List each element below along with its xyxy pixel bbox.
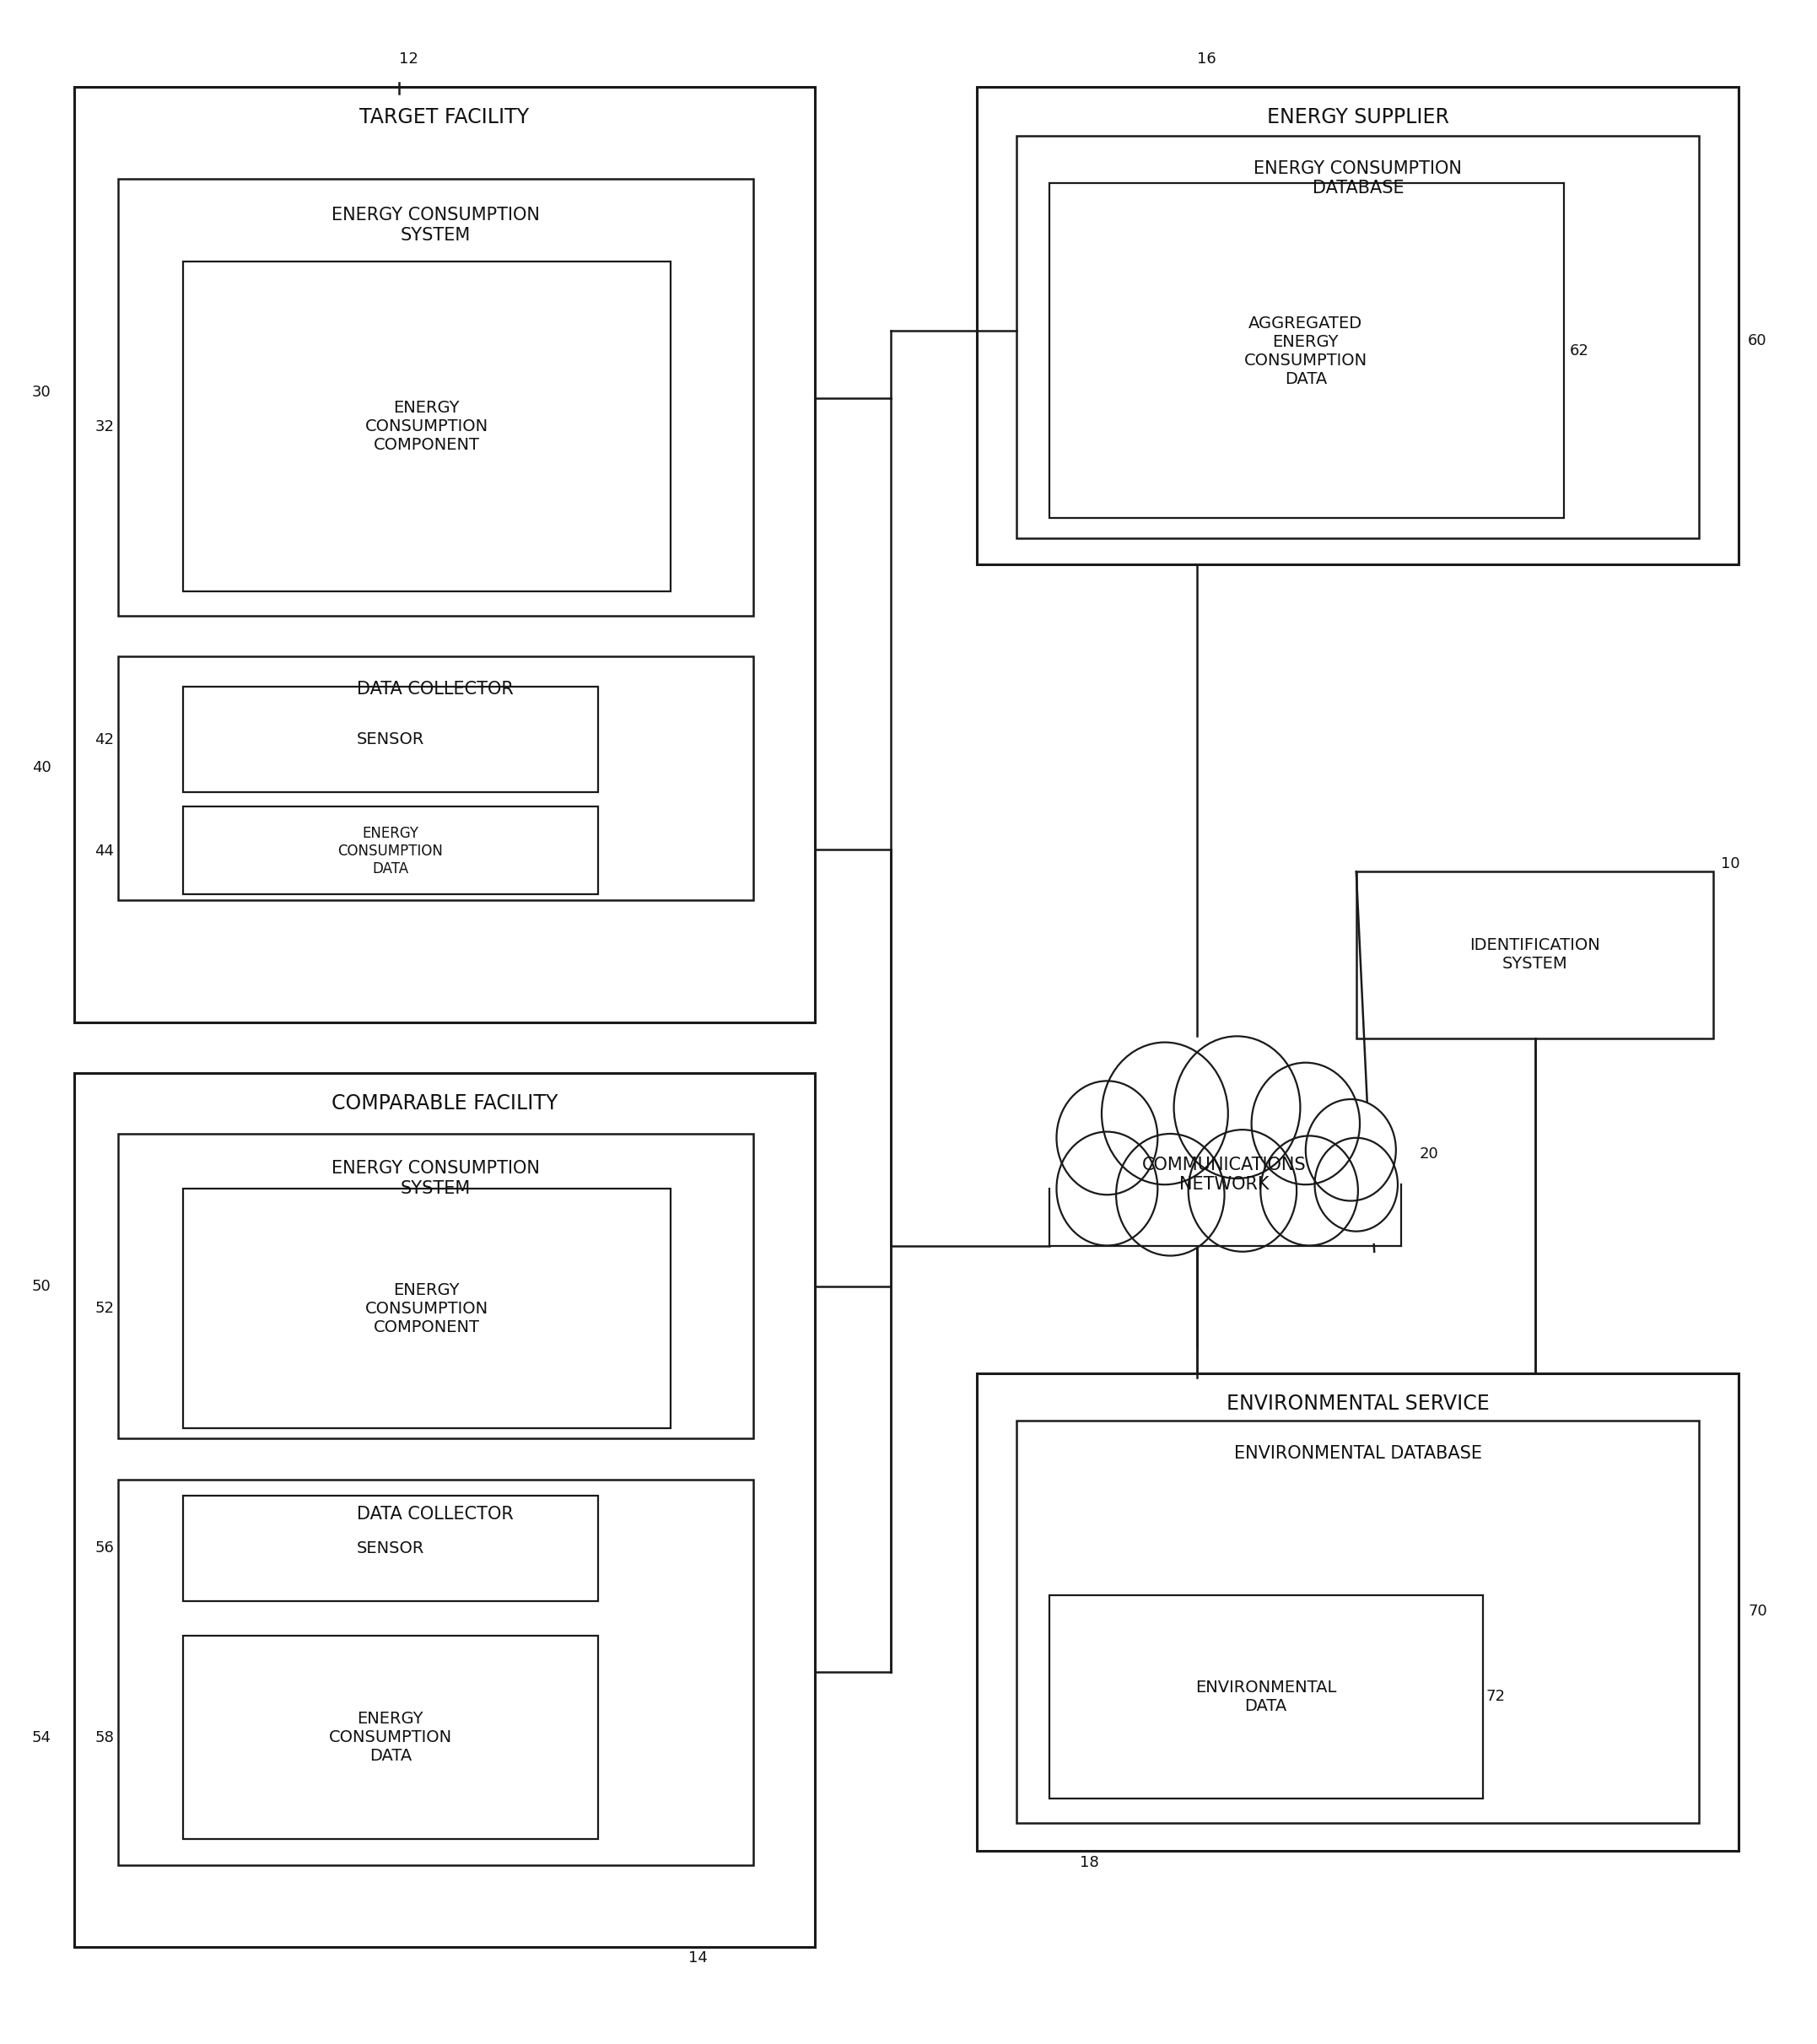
Text: AGGREGATED
ENERGY
CONSUMPTION
DATA: AGGREGATED ENERGY CONSUMPTION DATA xyxy=(1245,315,1368,386)
Text: COMMUNICATIONS
NETWORK: COMMUNICATIONS NETWORK xyxy=(1143,1157,1306,1192)
Text: 20: 20 xyxy=(1419,1147,1439,1161)
Text: ENERGY
CONSUMPTION
DATA: ENERGY CONSUMPTION DATA xyxy=(329,1711,452,1764)
Text: 70: 70 xyxy=(1748,1605,1768,1619)
Text: 56: 56 xyxy=(94,1541,114,1555)
Bar xyxy=(184,807,598,893)
Bar xyxy=(184,1496,598,1600)
Circle shape xyxy=(1188,1130,1297,1251)
Bar xyxy=(1048,182,1564,517)
Bar xyxy=(1018,1421,1699,1823)
Text: 72: 72 xyxy=(1486,1688,1506,1705)
Bar xyxy=(118,1480,754,1866)
Bar xyxy=(184,1635,598,1840)
Circle shape xyxy=(1116,1134,1225,1255)
Text: 10: 10 xyxy=(1721,856,1741,871)
Bar xyxy=(184,1190,670,1429)
Circle shape xyxy=(1306,1100,1395,1200)
Bar xyxy=(118,1134,754,1439)
Text: 30: 30 xyxy=(33,384,51,399)
Text: 50: 50 xyxy=(33,1280,51,1294)
Text: SENSOR: SENSOR xyxy=(356,1541,425,1555)
Circle shape xyxy=(1261,1136,1357,1245)
Bar xyxy=(184,687,598,793)
Text: ENERGY CONSUMPTION
SYSTEM: ENERGY CONSUMPTION SYSTEM xyxy=(331,206,540,243)
Text: ENERGY CONSUMPTION
SYSTEM: ENERGY CONSUMPTION SYSTEM xyxy=(331,1161,540,1196)
Circle shape xyxy=(1174,1036,1301,1179)
Text: 52: 52 xyxy=(94,1300,114,1316)
Text: 40: 40 xyxy=(33,760,51,775)
Circle shape xyxy=(1056,1132,1157,1245)
Circle shape xyxy=(1101,1042,1228,1186)
Text: 54: 54 xyxy=(31,1729,51,1746)
Text: 32: 32 xyxy=(94,419,114,433)
Text: SENSOR: SENSOR xyxy=(356,732,425,748)
Text: DATA COLLECTOR: DATA COLLECTOR xyxy=(358,681,514,697)
Text: 44: 44 xyxy=(94,844,114,858)
Text: 42: 42 xyxy=(94,732,114,748)
Text: ENERGY
CONSUMPTION
COMPONENT: ENERGY CONSUMPTION COMPONENT xyxy=(365,1282,489,1335)
Text: ENVIRONMENTAL
DATA: ENVIRONMENTAL DATA xyxy=(1196,1680,1337,1715)
Ellipse shape xyxy=(1094,1108,1374,1220)
Bar xyxy=(1355,871,1713,1038)
Text: 60: 60 xyxy=(1748,333,1768,350)
Text: ENERGY SUPPLIER: ENERGY SUPPLIER xyxy=(1266,108,1450,129)
Bar xyxy=(118,656,754,899)
Text: ENERGY
CONSUMPTION
COMPONENT: ENERGY CONSUMPTION COMPONENT xyxy=(365,401,489,454)
Text: ENVIRONMENTAL DATABASE: ENVIRONMENTAL DATABASE xyxy=(1234,1445,1483,1461)
Bar xyxy=(184,262,670,591)
Text: TARGET FACILITY: TARGET FACILITY xyxy=(360,108,529,129)
Bar xyxy=(978,88,1739,564)
Bar xyxy=(1018,135,1699,538)
Circle shape xyxy=(1316,1139,1397,1230)
Text: 18: 18 xyxy=(1079,1856,1099,1870)
Bar xyxy=(74,88,814,1022)
Text: 58: 58 xyxy=(94,1729,114,1746)
Text: ENERGY CONSUMPTION
DATABASE: ENERGY CONSUMPTION DATABASE xyxy=(1254,159,1463,196)
Text: ENVIRONMENTAL SERVICE: ENVIRONMENTAL SERVICE xyxy=(1226,1394,1490,1414)
Bar xyxy=(1048,1594,1483,1799)
Text: ENERGY
CONSUMPTION
DATA: ENERGY CONSUMPTION DATA xyxy=(338,826,443,877)
Text: 16: 16 xyxy=(1197,51,1217,67)
Circle shape xyxy=(1056,1081,1157,1196)
Bar xyxy=(118,178,754,615)
Text: COMPARABLE FACILITY: COMPARABLE FACILITY xyxy=(331,1094,558,1114)
Circle shape xyxy=(1252,1063,1359,1186)
Text: 62: 62 xyxy=(1570,343,1588,360)
Bar xyxy=(978,1374,1739,1852)
Bar xyxy=(1050,1194,1399,1243)
Text: 12: 12 xyxy=(400,51,418,67)
Text: IDENTIFICATION
SYSTEM: IDENTIFICATION SYSTEM xyxy=(1470,938,1601,973)
Text: 14: 14 xyxy=(689,1950,707,1966)
Bar xyxy=(74,1073,814,1946)
Text: DATA COLLECTOR: DATA COLLECTOR xyxy=(358,1506,514,1523)
